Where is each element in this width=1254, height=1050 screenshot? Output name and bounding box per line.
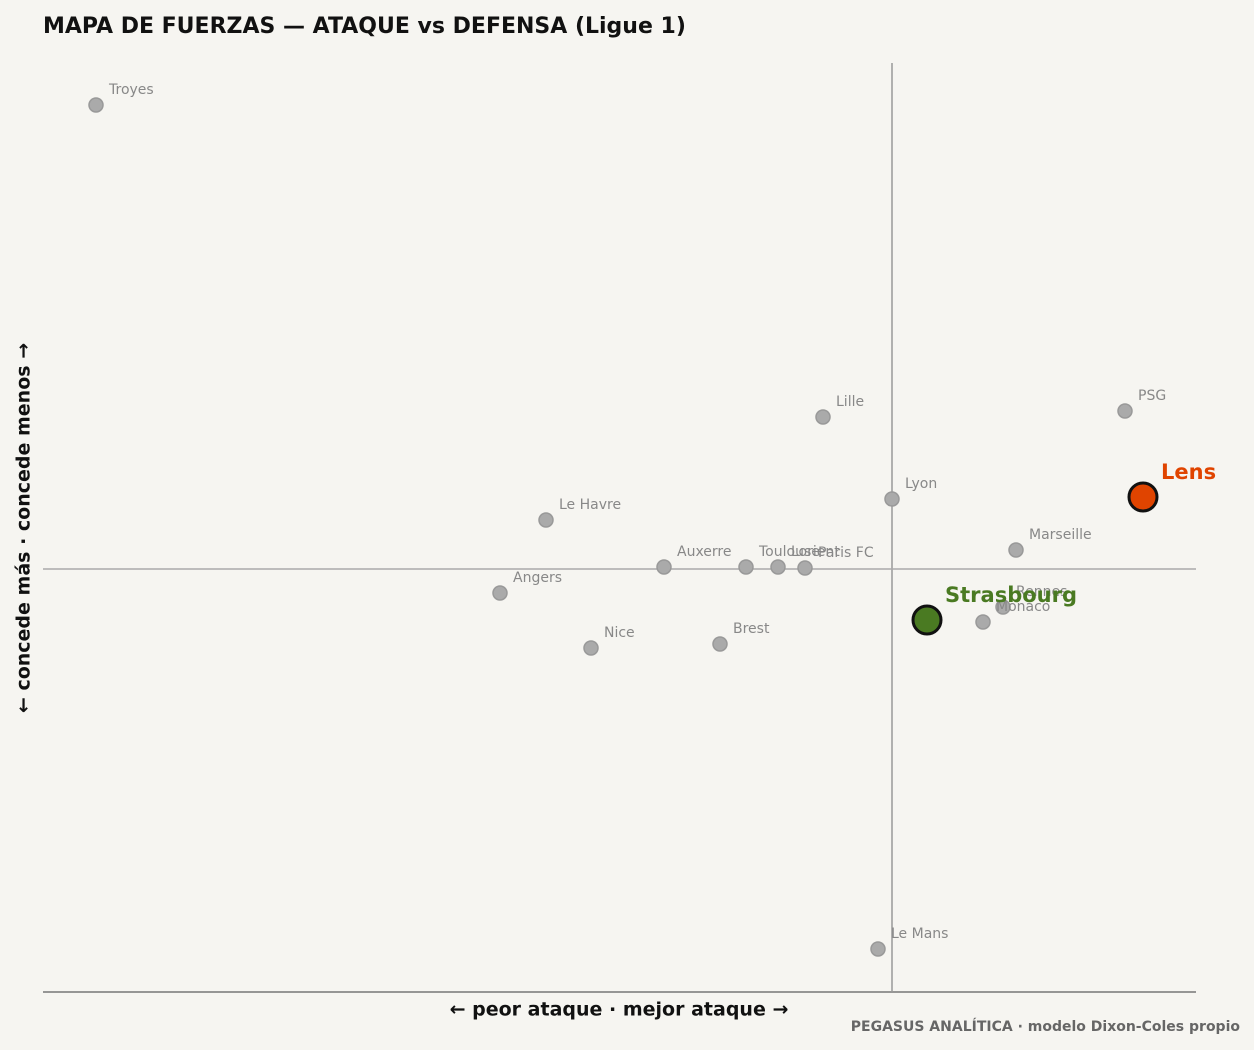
point [1117, 403, 1133, 419]
point-label: Lorient [791, 544, 840, 560]
point [770, 559, 786, 575]
point [492, 585, 508, 601]
highlight-label: Strasbourg [945, 583, 1077, 607]
point [583, 640, 599, 656]
point-label: PSG [1138, 388, 1166, 404]
point [1008, 542, 1024, 558]
point-label: Lille [836, 394, 864, 410]
footer: PEGASUS ANALÍTICA · modelo Dixon-Coles p… [851, 1018, 1241, 1035]
point [870, 941, 886, 957]
highlight-point [911, 604, 943, 636]
y-axis-label: ← concede más · concede menos → [13, 343, 35, 713]
highlight-label: Lens [1161, 460, 1216, 484]
point [88, 97, 104, 113]
point [712, 636, 728, 652]
point [538, 512, 554, 528]
point-label: Toulouse [758, 544, 820, 560]
point-label: Nice [604, 625, 635, 641]
point [815, 409, 831, 425]
point-label: Marseille [1029, 527, 1092, 543]
point [884, 491, 900, 507]
point-label: Rennes [1016, 584, 1067, 600]
point-label: Auxerre [677, 544, 732, 560]
point-label: Troyes [108, 82, 154, 98]
highlight-point [1127, 481, 1159, 513]
point [656, 559, 672, 575]
point-label: Paris FC [818, 545, 874, 561]
point [995, 599, 1011, 615]
point [797, 560, 813, 576]
point-label: Monaco [996, 599, 1050, 615]
point [975, 614, 991, 630]
point-label: Le Mans [891, 926, 948, 942]
point-label: Brest [733, 621, 770, 637]
point-label: Le Havre [559, 497, 621, 513]
point [738, 559, 754, 575]
x-axis-label: ← peor ataque · mejor ataque → [450, 999, 789, 1021]
point-label: Angers [513, 570, 562, 586]
chart-title: MAPA DE FUERZAS — ATAQUE vs DEFENSA (Lig… [43, 14, 686, 39]
point-label: Lyon [905, 476, 937, 492]
